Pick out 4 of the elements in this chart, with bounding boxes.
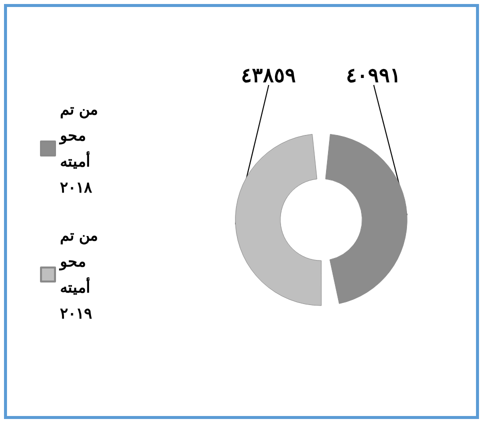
- data-label: ٤٠٩٩١: [346, 63, 402, 87]
- data-label: ٤٣٨٥٩: [241, 63, 296, 87]
- legend-label: من تم محو أميته ٢٠١٩: [59, 226, 104, 322]
- legend-label: من تم محو أميته ٢٠١٨: [59, 100, 104, 196]
